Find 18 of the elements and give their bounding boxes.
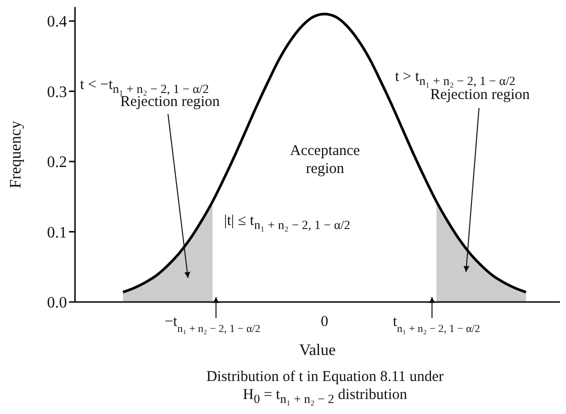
x-tick-label: −t$_{n₁ + n₂ − 2, 1 − α/2}$ [164,314,260,335]
y-tick-label: 0.4 [47,14,67,31]
text: Distribution of t in Equation 8.11 under H$_{0}$ = t$_{n₁ + n₂ − 2}$ distribution [205,368,445,408]
y-tick-label: 0.1 [47,224,67,242]
y-axis-title: Frequency [8,120,25,188]
x-axis-title: Value [299,342,336,359]
annotation: |t| ≤ t$_{n₁ + n₂ − 2, 1 − α/2}$ [224,212,350,234]
x-tick-label: 0 [320,314,328,330]
y-tick-label: 0.2 [47,154,67,172]
y-tick-label: 0.3 [47,84,67,101]
line-series [122,12,528,294]
annotation: t < −t$_{n₁ + n₂ − 2, 1 − α/2}$ [80,77,209,96]
annotation: Rejection region [429,87,531,104]
annotation: Rejection region [120,94,221,111]
annotation: Acceptance region [289,142,361,178]
annotation: t > t$_{n₁ + n₂ − 2, 1 − α/2}$ [395,69,516,88]
y-tick-label: 0.0 [47,294,67,312]
x-tick-label: t$_{n₁ + n₂ − 2, 1 − α/2}$ [392,314,480,335]
